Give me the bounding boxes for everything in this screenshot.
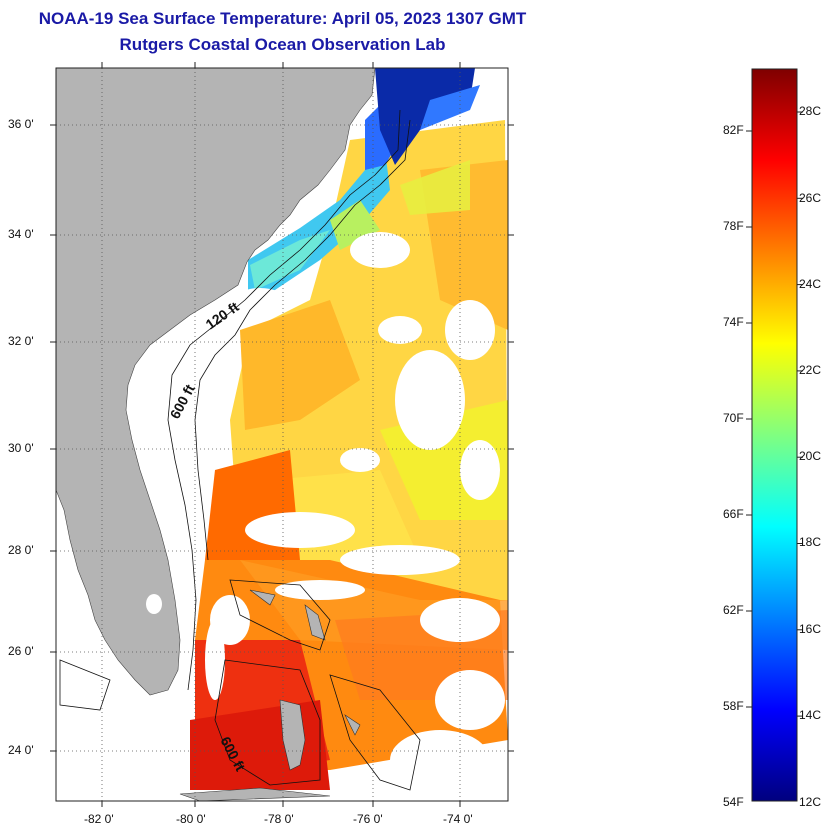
- land-mass: [56, 68, 376, 696]
- map-title: NOAA-19 Sea Surface Temperature: April 0…: [38, 9, 527, 28]
- fahrenheit-label: 78F: [723, 219, 744, 233]
- celsius-label: 26C: [799, 191, 822, 205]
- celsius-label: 12C: [799, 795, 822, 809]
- fahrenheit-label: 62F: [723, 603, 744, 617]
- lon-label: -82 0': [84, 812, 114, 826]
- celsius-label: 22C: [799, 363, 822, 377]
- fahrenheit-label: 74F: [723, 315, 744, 329]
- lat-label: 30 0': [8, 441, 34, 455]
- axis-ticks: [50, 62, 514, 807]
- lat-label: 28 0': [8, 543, 34, 557]
- lat-label: 32 0': [8, 334, 34, 348]
- lon-label: -80 0': [176, 812, 206, 826]
- lon-label: -78 0': [264, 812, 294, 826]
- depth-contours: [167, 109, 411, 691]
- lon-label: -74 0': [443, 812, 473, 826]
- lat-label: 34 0': [8, 227, 34, 241]
- lat-label: 26 0': [8, 644, 34, 658]
- lat-label: 24 0': [8, 743, 34, 757]
- celsius-label: 14C: [799, 708, 822, 722]
- fahrenheit-label: 70F: [723, 411, 744, 425]
- celsius-label: 24C: [799, 277, 822, 291]
- fahrenheit-label: 82F: [723, 123, 744, 137]
- lon-label: -76 0': [353, 812, 383, 826]
- celsius-label: 18C: [799, 535, 822, 549]
- fahrenheit-label: 66F: [723, 507, 744, 521]
- bank-contours: [59, 579, 421, 791]
- islands: [179, 589, 361, 801]
- celsius-label: 16C: [799, 622, 822, 636]
- graticule: [56, 68, 508, 801]
- fahrenheit-label: 58F: [723, 699, 744, 713]
- map-subtitle: Rutgers Coastal Ocean Observation Lab: [119, 35, 446, 54]
- fahrenheit-label: 54F: [723, 795, 744, 809]
- lat-label: 36 0': [8, 117, 34, 131]
- cloud-mask: [205, 232, 505, 790]
- celsius-label: 28C: [799, 104, 822, 118]
- celsius-label: 20C: [799, 449, 822, 463]
